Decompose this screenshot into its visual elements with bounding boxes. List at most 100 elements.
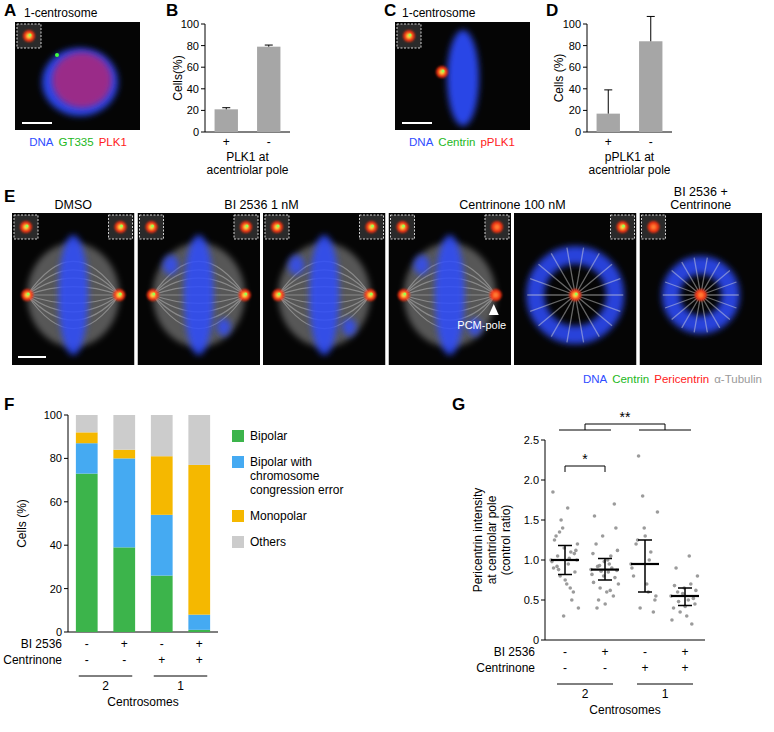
signal bbox=[569, 289, 581, 301]
y-tick-label: 100 bbox=[563, 18, 581, 30]
channel: Centrin bbox=[612, 373, 649, 385]
data-point bbox=[609, 554, 613, 558]
image-title: 1-centrosome bbox=[402, 6, 476, 20]
signal bbox=[242, 292, 248, 298]
signal bbox=[698, 292, 704, 298]
plot-area bbox=[597, 41, 663, 132]
channel: Centrin bbox=[438, 136, 475, 148]
signal bbox=[406, 33, 412, 39]
centriole bbox=[119, 293, 122, 296]
centriole bbox=[29, 34, 32, 37]
signal bbox=[272, 289, 284, 301]
data-point bbox=[562, 614, 566, 618]
x-tick-label: + bbox=[223, 135, 230, 149]
condition-value: + bbox=[641, 661, 648, 675]
data-point bbox=[573, 570, 577, 574]
image-c bbox=[395, 22, 530, 130]
signal bbox=[401, 292, 407, 298]
group-bracket bbox=[154, 676, 208, 677]
column-header: Centrinone 100 nM bbox=[459, 198, 565, 212]
y-tick bbox=[541, 480, 545, 481]
signal bbox=[572, 292, 578, 298]
spindle-fiber bbox=[575, 279, 620, 295]
bar-segment bbox=[151, 415, 173, 456]
data-point bbox=[677, 600, 681, 604]
background bbox=[0, 0, 774, 732]
group-label: 2 bbox=[582, 687, 589, 701]
data-point bbox=[630, 566, 634, 570]
data-point bbox=[607, 570, 611, 574]
group-title: Centrosomes bbox=[589, 703, 660, 717]
channel: DNA bbox=[583, 373, 608, 385]
y-tick-label: 20 bbox=[187, 104, 199, 116]
spindle-fiber bbox=[575, 264, 612, 295]
condition-name: Centrinone bbox=[3, 653, 62, 667]
signal bbox=[163, 255, 179, 275]
centriole bbox=[120, 225, 123, 228]
x-tick-label: - bbox=[649, 135, 653, 149]
centriole bbox=[277, 225, 280, 228]
image-background bbox=[263, 213, 386, 365]
y-axis-label: Cells(%) bbox=[171, 55, 185, 100]
signal bbox=[398, 289, 410, 301]
spindle-fiber bbox=[575, 295, 620, 311]
signal bbox=[493, 292, 499, 298]
centriole bbox=[403, 293, 406, 296]
data-point bbox=[638, 606, 642, 610]
signal bbox=[342, 318, 356, 336]
significance-label: * bbox=[582, 451, 588, 467]
median bbox=[591, 568, 619, 570]
y-tick-label: 2.0 bbox=[524, 474, 539, 486]
y-tick-label: 2.5 bbox=[524, 434, 539, 446]
signal bbox=[439, 69, 445, 75]
y-axis bbox=[68, 415, 69, 632]
centriole bbox=[575, 293, 578, 296]
data-point bbox=[594, 542, 598, 546]
bar-segment bbox=[188, 615, 210, 630]
spindle-fiber bbox=[575, 253, 599, 295]
error-bar bbox=[647, 16, 655, 41]
data-point bbox=[597, 598, 601, 602]
signal bbox=[288, 255, 304, 275]
spindle-fiber bbox=[551, 295, 575, 337]
signal bbox=[490, 289, 502, 301]
group-label: 1 bbox=[177, 679, 184, 693]
y-tick-label: 80 bbox=[50, 452, 62, 464]
data-point bbox=[556, 554, 560, 558]
panel-label: B bbox=[166, 1, 178, 20]
inset bbox=[642, 215, 666, 239]
y-axis bbox=[205, 24, 206, 132]
plot-area bbox=[549, 454, 699, 626]
data-point bbox=[649, 550, 653, 554]
legend-line: Bipolar bbox=[250, 429, 287, 443]
y-axis-label: Cells (%) bbox=[552, 54, 566, 103]
column-header: BI 2536 1 nM bbox=[224, 198, 298, 212]
signal bbox=[620, 224, 626, 230]
signal bbox=[42, 48, 118, 116]
data-point bbox=[670, 618, 674, 622]
y-tick bbox=[583, 67, 587, 68]
condition-value: - bbox=[563, 661, 567, 675]
y-tick bbox=[541, 440, 545, 441]
signal bbox=[113, 289, 125, 301]
error-bar bbox=[265, 45, 273, 47]
panel-label: A bbox=[4, 1, 16, 20]
y-axis-label: at centriolar pole bbox=[485, 495, 499, 584]
data-point bbox=[553, 538, 557, 542]
median bbox=[671, 595, 699, 597]
data-point bbox=[576, 542, 580, 546]
condition-value: - bbox=[563, 645, 567, 659]
y-axis-label: (control ratio) bbox=[499, 505, 513, 576]
plot-area bbox=[215, 47, 281, 132]
plot-area bbox=[76, 415, 210, 632]
scale-bar bbox=[402, 122, 432, 124]
y-tick-label: 20 bbox=[569, 104, 581, 116]
y-tick bbox=[583, 45, 587, 46]
scale-bar bbox=[22, 122, 52, 124]
condition-value: - bbox=[160, 637, 164, 651]
x-axis-label: PLK1 at bbox=[226, 150, 269, 164]
group-title: Centrosomes bbox=[107, 695, 178, 709]
data-point bbox=[601, 534, 605, 538]
figure: ABCDEFG1-centrosomeDNAGT335PLK11-centros… bbox=[0, 0, 774, 732]
signal bbox=[274, 224, 280, 230]
